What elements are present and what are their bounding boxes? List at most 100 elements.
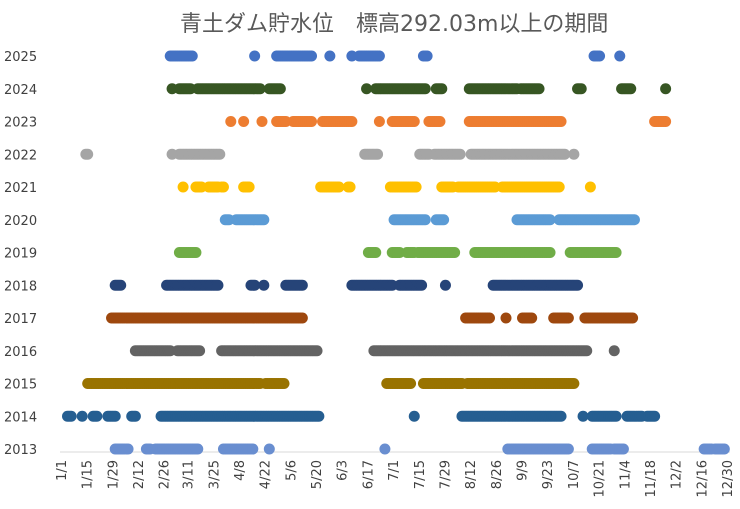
data-point xyxy=(82,148,94,160)
data-point xyxy=(419,83,431,95)
data-points xyxy=(62,50,730,455)
data-point xyxy=(449,247,461,258)
data-point xyxy=(572,279,584,291)
x-tick-label: 4/8 xyxy=(233,460,248,481)
x-tick-label: 7/15 xyxy=(413,460,428,489)
data-point xyxy=(192,443,204,455)
series-2016 xyxy=(129,345,620,357)
series-2015 xyxy=(82,378,580,389)
data-point xyxy=(614,50,626,62)
data-point xyxy=(254,83,266,95)
data-point xyxy=(214,148,226,160)
data-point xyxy=(278,378,290,389)
data-point xyxy=(533,83,545,95)
x-tick-label: 3/25 xyxy=(207,460,222,489)
series-2023 xyxy=(225,116,672,127)
data-point xyxy=(584,181,596,193)
data-point xyxy=(555,410,567,422)
x-tick-label: 8/26 xyxy=(490,460,505,489)
data-point xyxy=(718,443,730,455)
x-tick-label: 5/6 xyxy=(284,460,299,481)
data-point xyxy=(660,116,672,127)
x-tick-label: 2/12 xyxy=(132,460,147,489)
data-point xyxy=(559,148,571,160)
y-tick-label: 2021 xyxy=(4,181,37,196)
x-tick-label: 12/16 xyxy=(695,460,710,497)
data-point xyxy=(177,181,189,193)
data-point xyxy=(416,279,428,291)
series-2021 xyxy=(177,181,596,193)
data-point xyxy=(263,443,275,455)
data-point xyxy=(408,410,420,422)
data-point xyxy=(594,50,606,62)
x-tick-label: 10/21 xyxy=(593,460,608,497)
data-point xyxy=(421,50,433,62)
data-point xyxy=(439,279,451,291)
data-point xyxy=(247,443,259,455)
data-point xyxy=(568,378,580,389)
data-point xyxy=(190,247,202,258)
x-tick-label: 11/4 xyxy=(618,460,633,489)
series-2022 xyxy=(80,148,580,160)
data-point xyxy=(553,181,565,193)
data-point xyxy=(115,279,127,291)
data-point xyxy=(562,312,574,324)
data-point xyxy=(306,116,318,127)
y-tick-label: 2013 xyxy=(4,443,37,458)
y-tick-label: 2017 xyxy=(4,312,37,327)
data-point xyxy=(438,214,450,226)
data-point xyxy=(296,279,308,291)
data-point xyxy=(122,443,134,455)
data-point xyxy=(91,410,103,422)
data-point xyxy=(434,116,446,127)
series-2020 xyxy=(219,214,640,226)
data-point xyxy=(454,148,466,160)
data-point xyxy=(65,410,77,422)
y-tick-label: 2016 xyxy=(4,345,37,360)
data-point xyxy=(194,345,206,357)
x-tick-label: 1/29 xyxy=(106,460,121,489)
data-point xyxy=(212,279,224,291)
data-point xyxy=(419,214,431,226)
data-point xyxy=(617,443,629,455)
data-point xyxy=(500,312,512,324)
data-point xyxy=(306,50,318,62)
data-point xyxy=(436,83,448,95)
data-point xyxy=(544,214,556,226)
data-point xyxy=(313,410,325,422)
data-point xyxy=(562,443,574,455)
y-tick-label: 2014 xyxy=(4,410,37,425)
data-point xyxy=(379,443,391,455)
series-2019 xyxy=(173,247,622,258)
y-tick-label: 2019 xyxy=(4,247,37,262)
x-tick-label: 1/1 xyxy=(55,460,70,481)
data-point xyxy=(256,116,268,127)
x-tick-label: 8/12 xyxy=(464,460,479,489)
y-tick-label: 2015 xyxy=(4,378,37,393)
y-tick-label: 2020 xyxy=(4,214,37,229)
x-tick-label: 2/26 xyxy=(158,460,173,489)
y-tick-label: 2018 xyxy=(4,279,37,294)
x-tick-label: 5/20 xyxy=(310,460,325,489)
x-tick-label: 9/23 xyxy=(541,460,556,489)
data-point xyxy=(568,148,580,160)
series-2017 xyxy=(106,312,639,324)
data-point xyxy=(628,214,640,226)
data-point xyxy=(238,116,250,127)
data-point xyxy=(575,83,587,95)
data-point xyxy=(361,83,373,95)
data-point xyxy=(346,116,358,127)
data-point xyxy=(408,116,420,127)
x-tick-label: 1/15 xyxy=(81,460,96,489)
series-2025 xyxy=(164,50,626,62)
data-point xyxy=(249,279,261,291)
series-2013 xyxy=(109,443,730,455)
data-point xyxy=(243,181,255,193)
data-point xyxy=(324,50,336,62)
x-tick-label: 12/2 xyxy=(670,460,685,489)
data-point xyxy=(258,279,270,291)
data-point xyxy=(217,181,229,193)
y-tick-label: 2022 xyxy=(4,148,37,163)
data-point xyxy=(544,247,556,258)
x-tick-label: 6/17 xyxy=(361,460,376,489)
